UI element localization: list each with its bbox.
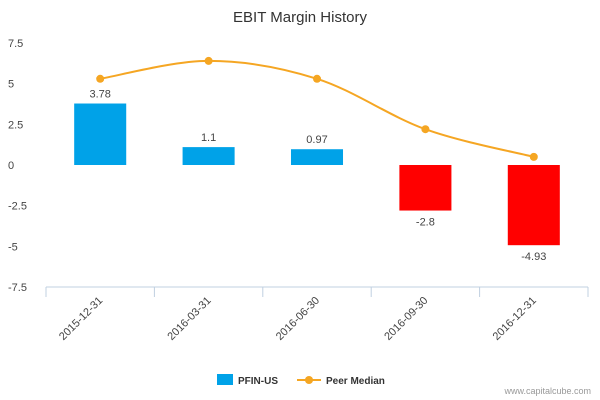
data-label-pfin-us: -2.8 (416, 217, 435, 229)
bar-pfin-us[interactable] (182, 147, 235, 165)
point-peer-median[interactable] (96, 74, 105, 83)
x-tick-label: 2016-06-30 (274, 295, 322, 343)
data-label-pfin-us: 1.1 (201, 132, 216, 144)
data-label-pfin-us: 3.78 (89, 89, 110, 101)
y-tick-label: 5 (8, 79, 14, 91)
credit-text: www.capitalcube.com (503, 386, 591, 396)
x-tick-label: 2016-09-30 (382, 295, 430, 343)
bar-layer (74, 103, 560, 246)
legend-label-pfin-us[interactable]: PFIN-US (238, 376, 278, 387)
label-layer: 3.78 1.1 0.97 -2.8 -4.93 (89, 89, 546, 264)
point-peer-median[interactable] (529, 152, 538, 161)
x-tick-label: 2015-12-31 (57, 295, 105, 343)
y-tick-label: 2.5 (8, 119, 23, 131)
point-peer-median[interactable] (313, 74, 321, 83)
axis-layer: 7.5 5 2.5 0 -2.5 -5 -7.5 2015-12-31 2016-03-31 20… (8, 38, 589, 343)
point-peer-median[interactable] (421, 125, 430, 134)
bar-pfin-us[interactable] (290, 149, 344, 165)
x-tick-label: 2016-03-31 (165, 295, 213, 343)
legend-label-peer-median[interactable]: Peer Median (326, 376, 385, 387)
bar-pfin-us[interactable] (74, 103, 127, 165)
point-peer-median[interactable] (204, 56, 213, 65)
legend-marker-peer-median (305, 376, 313, 384)
data-label-pfin-us: 0.97 (306, 134, 327, 146)
y-tick-label: -2.5 (8, 201, 27, 213)
legend: PFIN-US Peer Median (217, 374, 385, 387)
y-tick-label: 0 (8, 160, 14, 172)
y-tick-label: -7.5 (8, 282, 27, 294)
line-layer (96, 56, 538, 161)
y-tick-label: -5 (8, 241, 18, 253)
bar-pfin-us[interactable] (507, 165, 560, 246)
legend-swatch-pfin-us (217, 374, 233, 385)
y-tick-label: 7.5 (8, 38, 23, 50)
bar-pfin-us[interactable] (399, 165, 452, 211)
chart-title: EBIT Margin History (233, 9, 367, 26)
x-tick-label: 2016-12-31 (491, 295, 539, 343)
data-label-pfin-us: -4.93 (521, 251, 546, 263)
